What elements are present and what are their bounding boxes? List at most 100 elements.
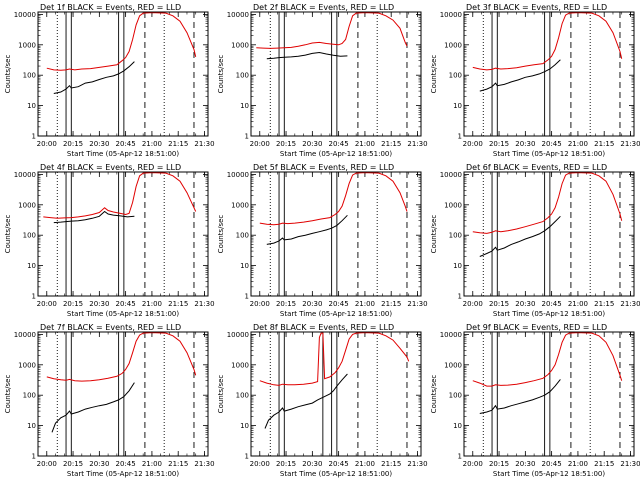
x-axis-label: Start Time (05-Apr-12 18:51:00) [493, 470, 605, 478]
y-axis-label: Counts/sec [430, 55, 438, 94]
y-axis-label: Counts/sec [4, 375, 12, 414]
y-tick-label: 10000 [227, 11, 249, 19]
panel-title: Det 9f BLACK = Events, RED = LLD [466, 323, 607, 332]
y-tick-label: 10000 [440, 11, 462, 19]
x-axis-label: Start Time (05-Apr-12 18:51:00) [493, 310, 605, 318]
x-tick-label: 20:00 [463, 140, 483, 148]
x-tick-label: 20:30 [89, 300, 109, 308]
plot-frame [250, 331, 422, 457]
detector-panel: Det 5f BLACK = Events, RED = LLD Counts/s… [217, 163, 428, 318]
lld-series [472, 172, 623, 234]
x-tick-label: 20:00 [463, 460, 483, 468]
x-tick-label: 20:45 [542, 460, 562, 468]
y-tick-label: 10 [453, 102, 462, 110]
panel-title: Det 4f BLACK = Events, RED = LLD [40, 163, 181, 172]
detector-panel: Det 1f BLACK = Events, RED = LLD Counts/s… [4, 3, 215, 158]
x-tick-label: 20:15 [489, 140, 509, 148]
lld-series [46, 12, 197, 71]
y-tick-label: 1000 [444, 41, 462, 49]
lld-series [43, 172, 197, 219]
y-tick-label: 10 [453, 262, 462, 270]
x-tick-label: 20:30 [302, 300, 322, 308]
x-axis-label: Start Time (05-Apr-12 18:51:00) [67, 310, 179, 318]
x-tick-label: 20:00 [250, 140, 270, 148]
x-axis-label: Start Time (05-Apr-12 18:51:00) [67, 150, 179, 158]
y-tick-label: 1 [458, 133, 462, 141]
detector-panel: Det 4f BLACK = Events, RED = LLD Counts/s… [4, 163, 215, 318]
x-axis-label: Start Time (05-Apr-12 18:51:00) [67, 470, 179, 478]
events-series [266, 51, 348, 60]
y-axis-label: Counts/sec [430, 375, 438, 414]
lld-series [472, 12, 623, 71]
x-axis-label: Start Time (05-Apr-12 18:51:00) [280, 310, 392, 318]
y-axis-label: Counts/sec [217, 375, 225, 414]
y-tick-label: 1 [32, 293, 36, 301]
x-tick-label: 20:00 [250, 300, 270, 308]
y-tick-label: 100 [236, 392, 249, 400]
detector-panel: Det 7f BLACK = Events, RED = LLD Counts/s… [4, 323, 215, 478]
y-axis-label: Counts/sec [430, 215, 438, 254]
plot-frame [463, 331, 635, 457]
y-tick-label: 10000 [227, 331, 249, 339]
panel-title: Det 2f BLACK = Events, RED = LLD [253, 3, 394, 12]
y-tick-label: 100 [23, 392, 36, 400]
panel-title: Det 6f BLACK = Events, RED = LLD [466, 163, 607, 172]
plot-frame [37, 331, 209, 457]
x-tick-label: 21:00 [568, 300, 588, 308]
lld-series [256, 12, 408, 49]
y-tick-label: 1000 [444, 201, 462, 209]
y-tick-label: 10000 [14, 11, 36, 19]
y-tick-label: 100 [236, 232, 249, 240]
events-series [53, 210, 135, 224]
x-tick-label: 20:45 [542, 140, 562, 148]
x-tick-label: 21:15 [594, 140, 614, 148]
panel-title: Det 1f BLACK = Events, RED = LLD [40, 3, 181, 12]
x-tick-label: 21:15 [381, 140, 401, 148]
y-tick-label: 1000 [231, 41, 249, 49]
y-tick-label: 1 [245, 293, 249, 301]
y-tick-label: 1 [245, 133, 249, 141]
x-tick-label: 21:30 [620, 460, 640, 468]
y-tick-label: 100 [23, 72, 36, 80]
plot-frame [463, 171, 635, 297]
x-tick-label: 20:00 [37, 300, 57, 308]
x-axis-label: Start Time (05-Apr-12 18:51:00) [493, 150, 605, 158]
y-tick-label: 1000 [231, 361, 249, 369]
plot-frame [250, 171, 422, 297]
x-tick-label: 20:30 [515, 460, 535, 468]
x-tick-label: 21:15 [168, 140, 188, 148]
panel-title: Det 8f BLACK = Events, RED = LLD [253, 323, 394, 332]
lld-series [46, 332, 197, 382]
x-tick-label: 20:30 [515, 300, 535, 308]
y-axis-label: Counts/sec [4, 215, 12, 254]
y-tick-label: 1000 [444, 361, 462, 369]
x-tick-label: 21:00 [568, 140, 588, 148]
y-tick-label: 100 [449, 232, 462, 240]
x-tick-label: 20:15 [63, 140, 83, 148]
x-tick-label: 21:15 [594, 300, 614, 308]
panel-title: Det 7f BLACK = Events, RED = LLD [40, 323, 181, 332]
x-tick-label: 20:30 [302, 460, 322, 468]
detector-panel: Det 9f BLACK = Events, RED = LLD Counts/s… [430, 323, 640, 478]
plot-frame [250, 11, 422, 137]
x-tick-label: 20:15 [276, 460, 296, 468]
y-tick-label: 100 [23, 232, 36, 240]
panel-title: Det 5f BLACK = Events, RED = LLD [253, 163, 394, 172]
y-tick-label: 10 [240, 422, 249, 430]
x-tick-label: 20:45 [329, 460, 349, 468]
y-tick-label: 1 [245, 453, 249, 461]
events-series [264, 373, 348, 429]
y-tick-label: 10 [240, 102, 249, 110]
y-tick-label: 10000 [14, 171, 36, 179]
x-tick-label: 20:30 [89, 140, 109, 148]
x-tick-label: 20:45 [116, 140, 136, 148]
y-tick-label: 10000 [14, 331, 36, 339]
x-tick-label: 21:00 [142, 460, 162, 468]
events-series [479, 59, 561, 92]
y-tick-label: 1 [32, 133, 36, 141]
lld-series [259, 332, 410, 386]
y-tick-label: 10 [240, 262, 249, 270]
x-tick-label: 21:15 [168, 460, 188, 468]
y-tick-label: 10 [27, 102, 36, 110]
